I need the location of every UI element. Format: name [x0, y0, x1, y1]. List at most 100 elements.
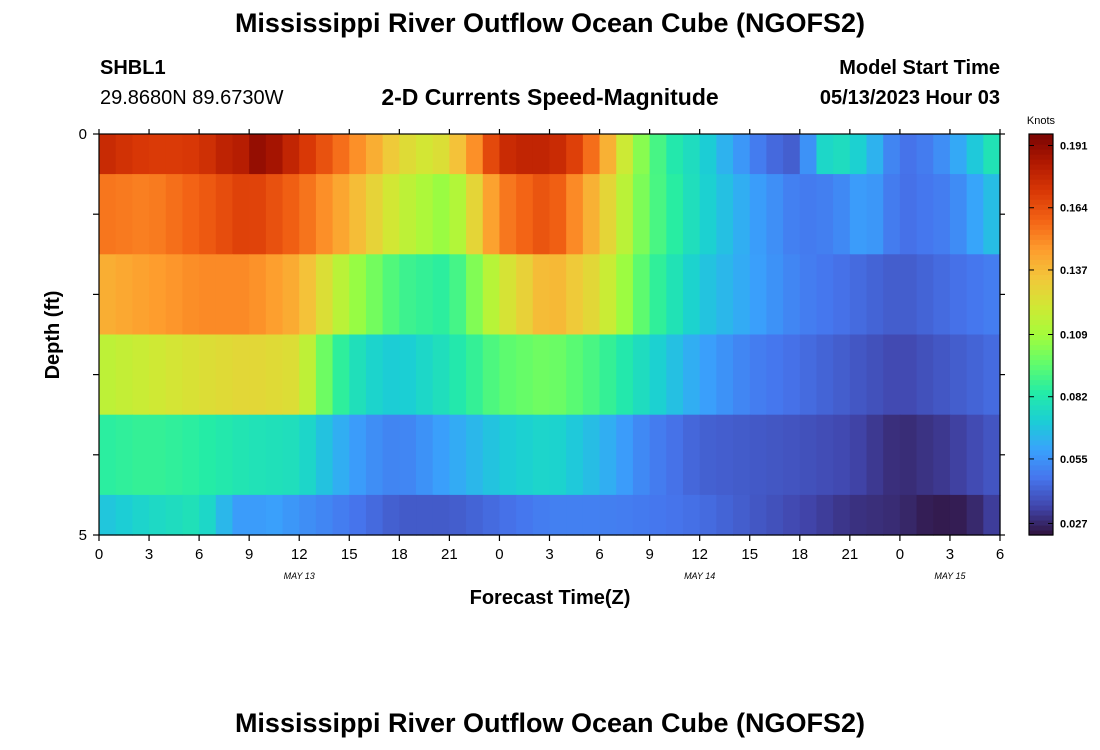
- heat-cell: [749, 334, 768, 416]
- heat-cell: [532, 134, 551, 175]
- heat-cell: [599, 254, 617, 336]
- heat-cell: [699, 254, 717, 336]
- heat-cell: [549, 254, 567, 336]
- x-tick-label: 9: [245, 546, 253, 563]
- heat-cell: [682, 254, 701, 336]
- heat-cell: [466, 334, 484, 416]
- heat-cell: [149, 174, 167, 255]
- colorbar-segment: [1029, 484, 1053, 491]
- heat-cell: [182, 414, 200, 496]
- heat-cell: [549, 414, 567, 496]
- colorbar-segment: [1029, 354, 1053, 361]
- heat-cell: [816, 174, 834, 255]
- colorbar-tick-label: 0.191: [1060, 141, 1088, 153]
- heat-cell: [466, 414, 484, 496]
- colorbar-segment: [1029, 479, 1053, 486]
- heat-cell: [232, 174, 250, 255]
- heat-cell: [149, 334, 167, 416]
- heat-cell: [365, 254, 384, 336]
- heat-cell: [432, 174, 450, 255]
- heat-cell: [766, 174, 784, 255]
- heat-cell: [566, 414, 584, 496]
- heat-cell: [349, 134, 367, 175]
- y-tick-label: 5: [79, 527, 87, 544]
- heat-cell: [816, 494, 834, 536]
- model-start-value: 05/13/2023 Hour 03: [819, 87, 1000, 109]
- heat-cell: [249, 134, 267, 175]
- heat-cell: [349, 174, 367, 255]
- heat-cell: [99, 494, 117, 536]
- heat-cell: [699, 334, 717, 416]
- colorbar-segment: [1029, 339, 1053, 346]
- heat-cell: [649, 254, 667, 336]
- heat-cell: [99, 174, 117, 255]
- heat-cell: [599, 134, 617, 175]
- chart-title: Mississippi River Outflow Ocean Cube (NG…: [234, 8, 866, 38]
- heat-cell: [182, 174, 200, 255]
- heat-cell: [265, 494, 284, 536]
- heat-cell: [466, 134, 484, 175]
- heat-cell: [833, 334, 851, 416]
- colorbar-segment: [1029, 359, 1053, 366]
- colorbar-segment: [1029, 224, 1053, 230]
- colorbar-segment: [1029, 464, 1053, 471]
- x-date-label: MAY 14: [684, 571, 715, 581]
- heat-cell: [516, 254, 534, 336]
- heat-cell: [416, 174, 434, 255]
- heat-cell: [232, 494, 250, 536]
- heat-cell: [99, 134, 117, 175]
- heat-cell: [332, 134, 350, 175]
- heat-cell: [199, 414, 217, 496]
- heat-cell: [315, 414, 334, 496]
- colorbar-segment: [1029, 239, 1053, 245]
- heat-cell: [132, 414, 150, 496]
- x-tick-label: 0: [495, 546, 503, 563]
- heat-cell: [432, 254, 450, 336]
- heat-cell: [899, 494, 918, 536]
- heat-cell: [733, 174, 751, 255]
- colorbar-segment: [1029, 264, 1053, 270]
- heat-cell: [799, 414, 818, 496]
- x-date-label: MAY 13: [284, 571, 315, 581]
- colorbar-segment: [1029, 164, 1053, 170]
- heat-cell: [549, 494, 567, 536]
- heat-cell: [716, 174, 734, 255]
- heat-cell: [916, 494, 934, 536]
- heat-cell: [482, 134, 501, 175]
- heat-cell: [883, 494, 901, 536]
- heat-cell: [883, 134, 901, 175]
- colorbar-segment: [1029, 319, 1053, 326]
- heat-cell: [115, 414, 133, 496]
- heat-cell: [265, 174, 284, 255]
- heat-cell: [916, 334, 934, 416]
- heat-cell: [649, 494, 667, 536]
- heat-cell: [416, 494, 434, 536]
- colorbar-segment: [1029, 444, 1053, 451]
- colorbar-segment: [1029, 489, 1053, 496]
- heat-cell: [799, 134, 818, 175]
- heat-cell: [849, 254, 868, 336]
- heat-cell: [716, 494, 734, 536]
- colorbar-segment: [1029, 494, 1053, 501]
- colorbar-segment: [1029, 454, 1053, 461]
- heat-cell: [849, 494, 868, 536]
- heat-cell: [666, 254, 684, 336]
- heat-cell: [983, 334, 1001, 416]
- heat-cell: [282, 334, 300, 416]
- heat-cell: [99, 414, 117, 496]
- heat-cell: [449, 134, 467, 175]
- colorbar-segment: [1029, 179, 1053, 185]
- model-start-label: Model Start Time: [839, 57, 1000, 79]
- heat-cell: [799, 254, 818, 336]
- heat-cell: [699, 414, 717, 496]
- heat-cell: [933, 334, 951, 416]
- colorbar-segment: [1029, 374, 1053, 381]
- heat-cell: [149, 494, 167, 536]
- heat-cell: [99, 334, 117, 416]
- heat-cell: [899, 414, 918, 496]
- heat-cell: [816, 334, 834, 416]
- heat-cell: [849, 174, 868, 255]
- heat-cell: [983, 494, 1001, 536]
- heat-cell: [949, 494, 968, 536]
